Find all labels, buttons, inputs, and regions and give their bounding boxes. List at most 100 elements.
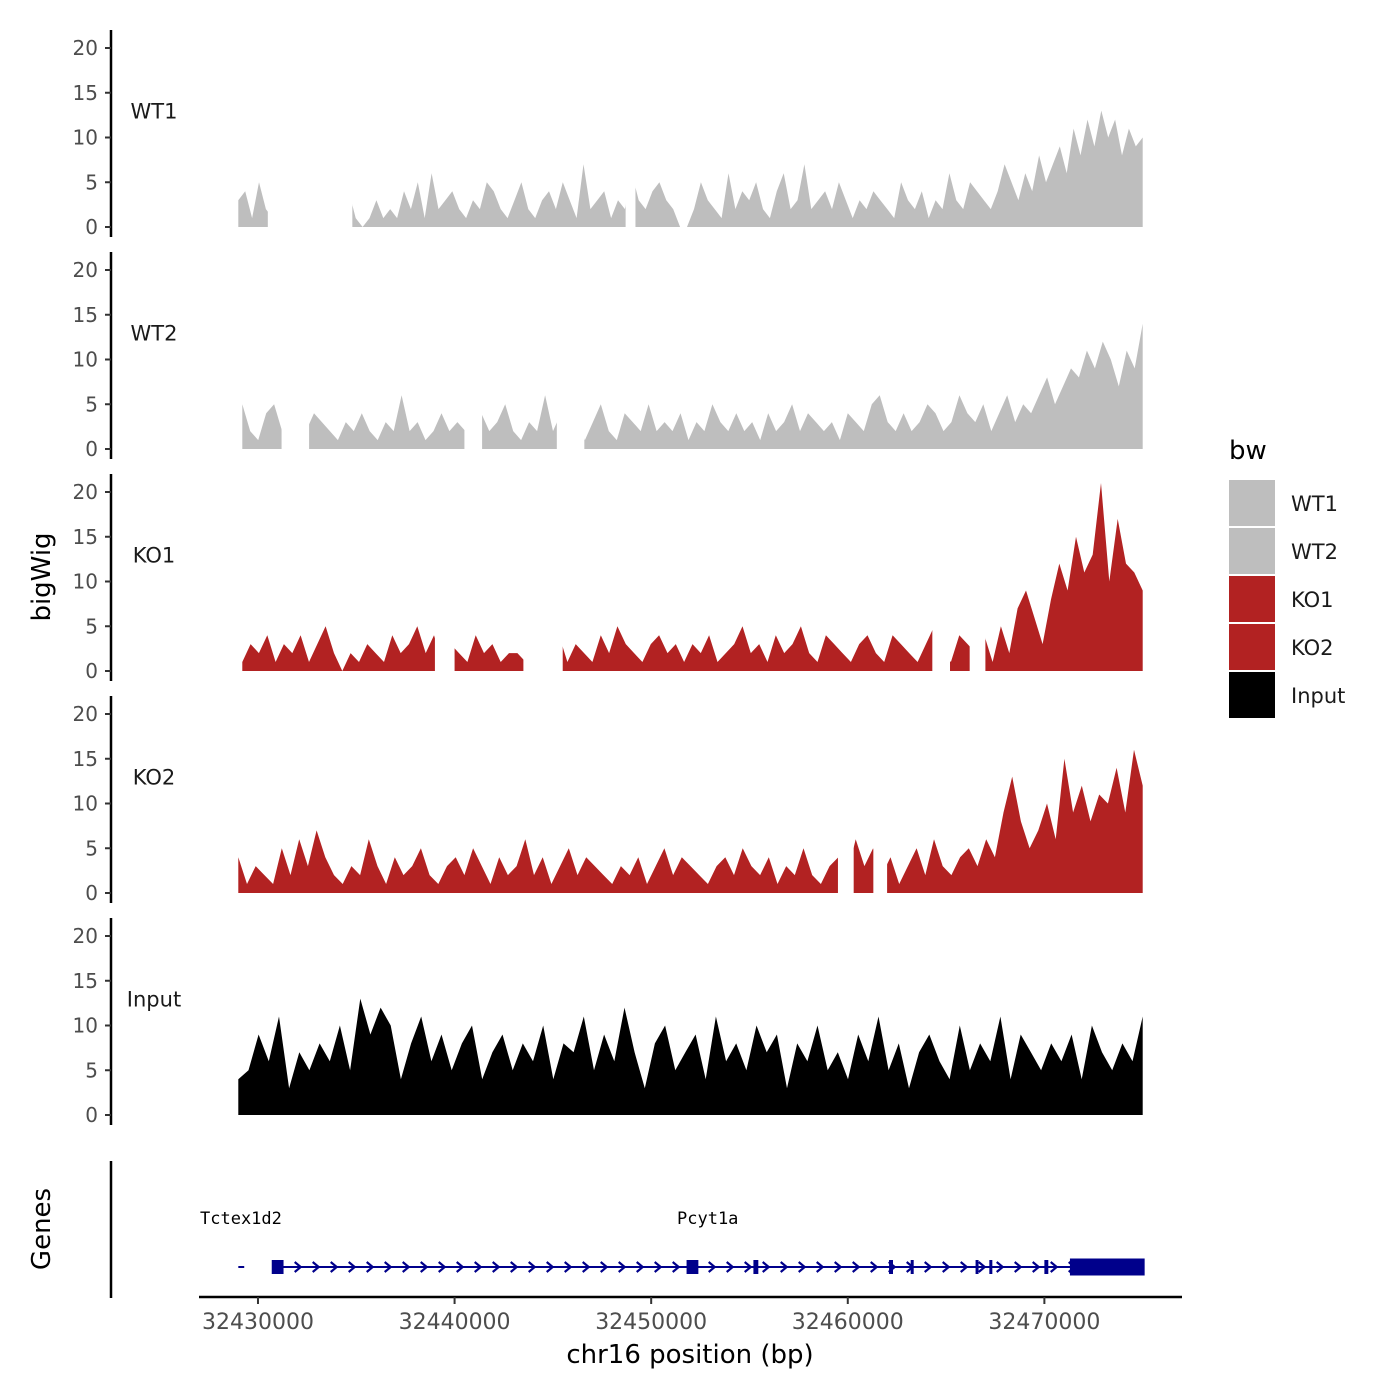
legend-label-wt1: WT1 xyxy=(1291,492,1338,516)
exon-block xyxy=(989,1260,993,1274)
track-ko2: 0 5 10 15 20 KO2 xyxy=(73,696,1143,905)
legend-swatch-input xyxy=(1229,672,1275,718)
strand-arrow xyxy=(996,1261,1005,1273)
strand-arrow xyxy=(312,1261,321,1273)
strand-arrow xyxy=(726,1261,735,1273)
y-tick-label: 0 xyxy=(85,437,98,461)
y-tick-label: 0 xyxy=(85,1103,98,1127)
x-tick-label: 32450000 xyxy=(595,1310,707,1335)
gene-panel: Genes Tctex1d2 Pcyt1a xyxy=(27,1161,1145,1298)
x-tick-label: 32440000 xyxy=(399,1310,511,1335)
strand-arrow xyxy=(456,1261,465,1273)
coverage-gap xyxy=(837,712,854,893)
coverage-gap xyxy=(434,490,455,671)
y-tick-label: 0 xyxy=(85,215,98,239)
exon-block xyxy=(753,1260,759,1274)
strand-arrow xyxy=(1032,1261,1041,1273)
strand-arrow xyxy=(1014,1261,1023,1273)
legend-label-input: Input xyxy=(1291,684,1345,708)
x-axis-ticks: 32430000 32440000 32450000 32460000 32470000 xyxy=(202,1297,1100,1335)
strand-arrow xyxy=(780,1261,789,1273)
track-label-wt2: WT2 xyxy=(131,322,178,346)
y-tick-label: 10 xyxy=(73,570,98,594)
legend-swatch-wt1 xyxy=(1229,480,1275,526)
coverage-gap xyxy=(969,490,986,671)
legend: bw WT1 WT2 KO1 KO2 Input xyxy=(1229,436,1345,718)
signal-tracks: 0 5 10 15 20 WT1 0 5 10 15 20 WT2 0 5 10 15 20 KO1 0 5 10 15 2… xyxy=(73,30,1143,1127)
y-tick-label: 20 xyxy=(73,480,98,504)
y-tick-label: 20 xyxy=(73,702,98,726)
y-tick-label: 15 xyxy=(73,525,98,549)
coverage-gap xyxy=(267,46,353,227)
strand-arrow xyxy=(798,1261,807,1273)
gene-label-pcyt1a: Pcyt1a xyxy=(677,1209,738,1229)
strand-arrow xyxy=(816,1261,825,1273)
exon-block xyxy=(975,1260,979,1274)
exon-block xyxy=(686,1260,699,1274)
y-tick-label: 5 xyxy=(85,392,98,416)
strand-arrow xyxy=(852,1261,861,1273)
strand-arrow xyxy=(942,1261,951,1273)
strand-arrow xyxy=(1050,1261,1059,1273)
strand-arrow xyxy=(402,1261,411,1273)
track-label-ko1: KO1 xyxy=(133,544,176,568)
y-tick-label: 0 xyxy=(85,881,98,905)
x-axis-title: chr16 position (bp) xyxy=(566,1340,813,1370)
track-label-input: Input xyxy=(127,988,181,1012)
coverage-gap xyxy=(281,268,310,449)
y-axis-title: bigWig xyxy=(27,532,57,621)
legend-label-ko2: KO2 xyxy=(1291,636,1334,660)
genes-axis-title: Genes xyxy=(27,1188,57,1270)
x-axis: 32430000 32440000 32450000 32460000 32470000… xyxy=(199,1295,1182,1370)
coverage-gap xyxy=(625,46,636,227)
strand-arrow xyxy=(924,1261,933,1273)
strand-arrow xyxy=(366,1261,375,1273)
legend-swatch-ko2 xyxy=(1229,624,1275,670)
y-tick-label: 15 xyxy=(73,303,98,327)
y-tick-label: 5 xyxy=(85,1058,98,1082)
strand-arrow xyxy=(330,1261,339,1273)
exon-block xyxy=(271,1260,284,1274)
strand-arrow xyxy=(294,1261,303,1273)
exon-block xyxy=(910,1260,914,1274)
y-tick-label: 10 xyxy=(73,126,98,150)
gene-model: Tctex1d2 Pcyt1a xyxy=(200,1209,1145,1276)
y-tick-label: 10 xyxy=(73,792,98,816)
strand-arrow xyxy=(636,1261,645,1273)
coverage-gap xyxy=(523,490,563,671)
gene-label-tctex1d2: Tctex1d2 xyxy=(200,1209,282,1229)
y-tick-label: 20 xyxy=(73,258,98,282)
exon-block xyxy=(1044,1260,1049,1274)
strand-arrow xyxy=(348,1261,357,1273)
exon-block xyxy=(889,1260,893,1274)
legend-label-ko1: KO1 xyxy=(1291,588,1334,612)
strand-arrow xyxy=(510,1261,519,1273)
strand-arrow xyxy=(618,1261,627,1273)
strand-arrow xyxy=(384,1261,393,1273)
y-tick-label: 5 xyxy=(85,836,98,860)
strand-arrow xyxy=(474,1261,483,1273)
strand-arrow xyxy=(438,1261,447,1273)
strand-arrow xyxy=(420,1261,429,1273)
strand-arrow xyxy=(600,1261,609,1273)
signal-area-input xyxy=(238,998,1143,1115)
y-tick-label: 0 xyxy=(85,659,98,683)
y-tick-label: 15 xyxy=(73,969,98,993)
signal-area-wt2 xyxy=(242,323,1143,449)
strand-arrow xyxy=(978,1261,987,1273)
track-input: 0 5 10 15 20 Input xyxy=(73,918,1143,1127)
track-label-ko2: KO2 xyxy=(133,766,176,790)
y-tick-label: 5 xyxy=(85,614,98,638)
strand-arrow xyxy=(654,1261,663,1273)
y-tick-label: 5 xyxy=(85,170,98,194)
strand-arrow xyxy=(528,1261,537,1273)
strand-arrow xyxy=(564,1261,573,1273)
x-tick-label: 32460000 xyxy=(792,1310,904,1335)
coverage-gap xyxy=(464,268,483,449)
strand-arrow xyxy=(834,1261,843,1273)
strand-arrow xyxy=(492,1261,501,1273)
y-tick-label: 10 xyxy=(73,1014,98,1038)
strand-arrow xyxy=(762,1261,771,1273)
strand-arrow xyxy=(582,1261,591,1273)
legend-items: WT1 WT2 KO1 KO2 Input xyxy=(1229,480,1345,718)
